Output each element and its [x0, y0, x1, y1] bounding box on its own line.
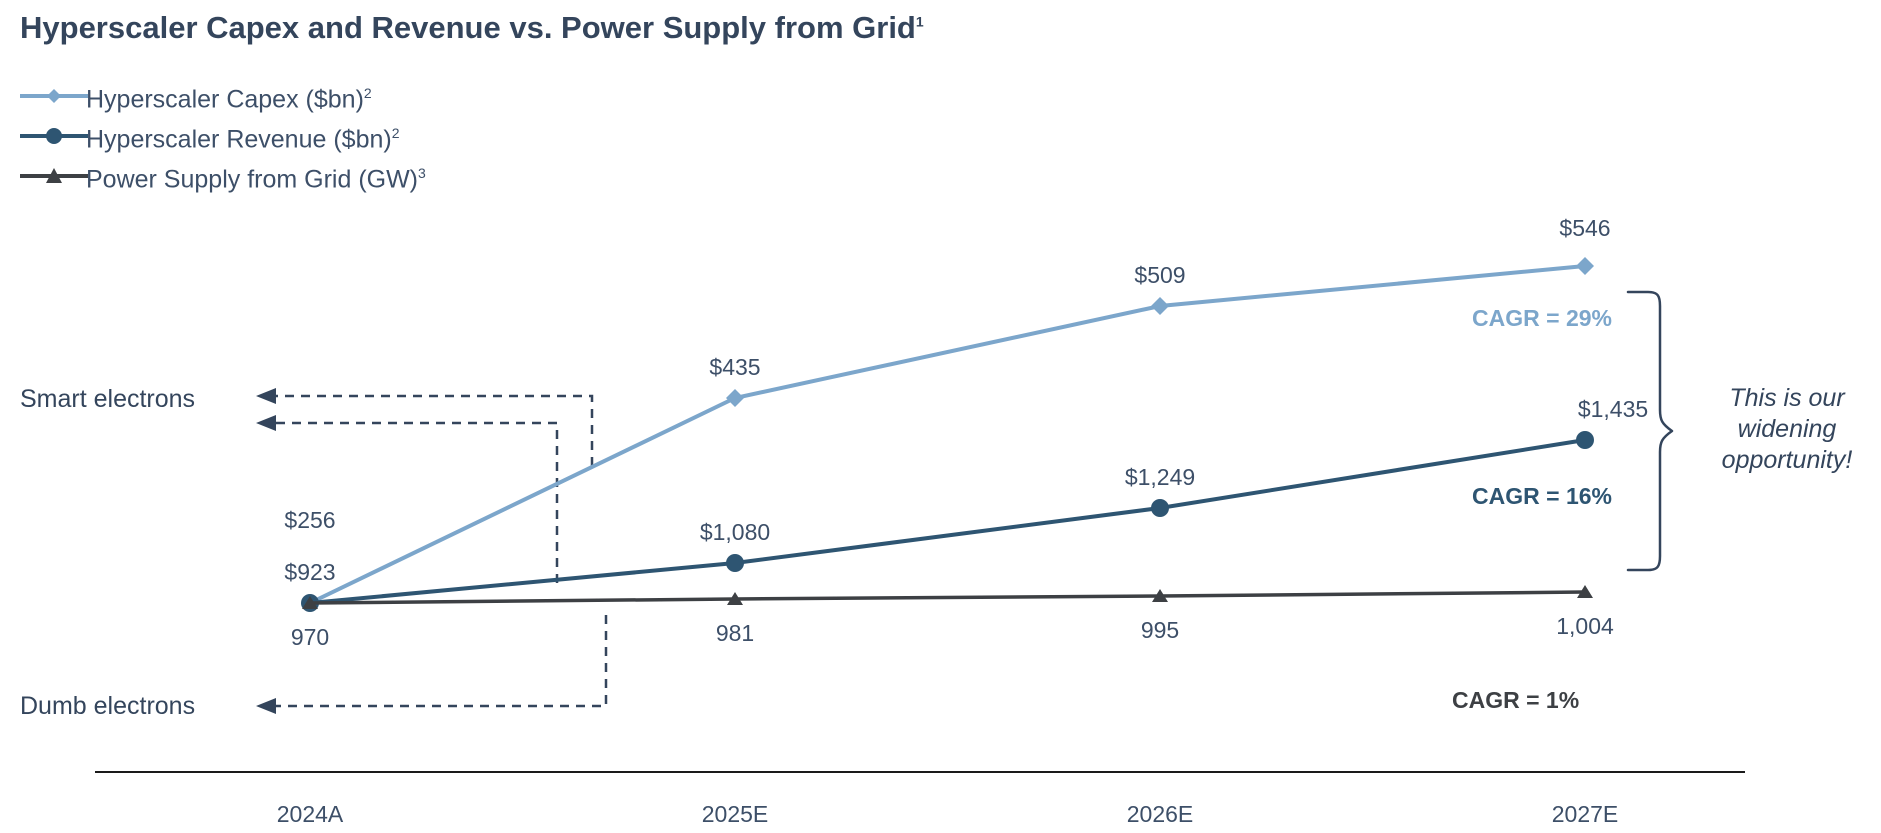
svg-text:$1,435: $1,435	[1578, 396, 1648, 422]
svg-text:981: 981	[716, 620, 754, 646]
svg-text:CAGR = 29%: CAGR = 29%	[1472, 305, 1612, 331]
svg-text:$1,080: $1,080	[700, 519, 770, 545]
svg-text:Dumb electrons: Dumb electrons	[20, 692, 195, 720]
svg-text:$256: $256	[284, 507, 335, 533]
svg-text:$1,249: $1,249	[1125, 464, 1195, 490]
svg-text:2025E: 2025E	[702, 801, 769, 827]
svg-text:widening: widening	[1738, 415, 1837, 443]
svg-text:970: 970	[291, 624, 329, 650]
svg-text:opportunity!: opportunity!	[1722, 446, 1853, 474]
svg-text:Smart electrons: Smart electrons	[20, 385, 195, 413]
svg-text:$923: $923	[284, 559, 335, 585]
svg-text:1,004: 1,004	[1556, 613, 1614, 639]
svg-text:2027E: 2027E	[1552, 801, 1619, 827]
svg-text:CAGR = 1%: CAGR = 1%	[1452, 687, 1579, 713]
svg-text:$546: $546	[1559, 215, 1610, 241]
svg-text:$435: $435	[709, 354, 760, 380]
svg-text:$509: $509	[1134, 262, 1185, 288]
svg-text:995: 995	[1141, 617, 1179, 643]
svg-text:2026E: 2026E	[1127, 801, 1194, 827]
svg-text:2024A: 2024A	[277, 801, 344, 827]
svg-text:This is our: This is our	[1729, 384, 1846, 412]
svg-text:CAGR = 16%: CAGR = 16%	[1472, 483, 1612, 509]
